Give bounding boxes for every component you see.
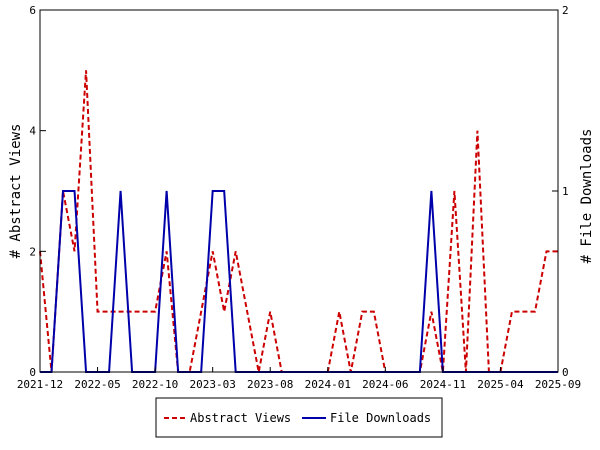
legend-label-abstract-views: Abstract Views (190, 411, 291, 425)
x-tick-label: 2024-01 (305, 378, 351, 391)
series-line-file-downloads (40, 190, 558, 373)
right-tick-label: 0 (562, 366, 569, 379)
left-tick-label: 0 (29, 366, 36, 379)
x-tick-label: 2023-08 (247, 378, 293, 391)
left-axis-ticks: 0 2 4 6 (29, 4, 46, 379)
left-tick-label: 6 (29, 4, 36, 17)
x-tick-label: 2022-10 (132, 378, 178, 391)
x-tick-label: 2021-12 (17, 378, 63, 391)
legend-box (155, 397, 443, 438)
x-tick-label: 2024-06 (362, 378, 408, 391)
right-tick-label: 2 (562, 4, 569, 17)
left-tick-label: 4 (29, 125, 36, 138)
left-axis-title: # Abstract Views (8, 124, 24, 259)
x-tick-label: 2024-11 (420, 378, 466, 391)
legend-label-file-downloads: File Downloads (330, 411, 431, 425)
plot-frame (39, 9, 559, 373)
plot-series (39, 70, 558, 373)
left-tick-label: 2 (29, 245, 36, 258)
legend: Abstract Views File Downloads (155, 397, 443, 438)
x-tick-label: 2025-09 (535, 378, 581, 391)
right-tick-label: 1 (562, 185, 569, 198)
x-tick-label: 2025-04 (477, 378, 524, 391)
right-axis-ticks: 0 1 2 (552, 4, 569, 379)
x-axis-ticks: 2021-12 2022-05 2022-10 2023-03 2023-08 2024-… (17, 367, 581, 391)
x-tick-label: 2023-03 (189, 378, 235, 391)
right-axis-title: # File Downloads (579, 129, 595, 264)
x-tick-label: 2022-05 (74, 378, 120, 391)
